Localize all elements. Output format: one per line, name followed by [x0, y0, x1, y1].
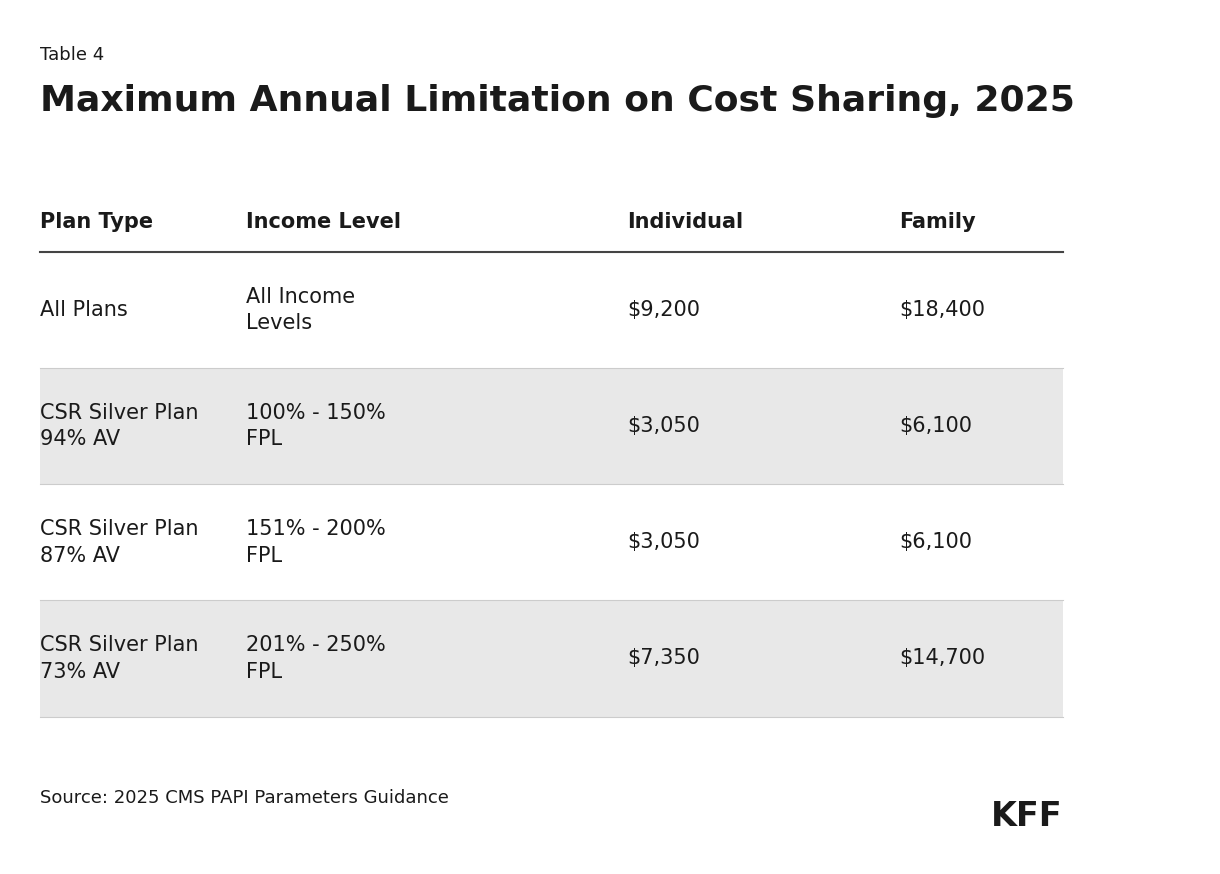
Text: Income Level: Income Level: [246, 212, 401, 232]
Text: $14,700: $14,700: [899, 649, 986, 669]
Text: 151% - 200%
FPL: 151% - 200% FPL: [246, 519, 387, 565]
FancyBboxPatch shape: [39, 252, 1063, 368]
Text: All Income
Levels: All Income Levels: [246, 287, 355, 333]
Text: KFF: KFF: [991, 800, 1063, 833]
Text: Maximum Annual Limitation on Cost Sharing, 2025: Maximum Annual Limitation on Cost Sharin…: [39, 85, 1075, 118]
Text: Family: Family: [899, 212, 976, 232]
Text: 201% - 250%
FPL: 201% - 250% FPL: [246, 635, 387, 682]
Text: Plan Type: Plan Type: [39, 212, 152, 232]
Text: CSR Silver Plan
94% AV: CSR Silver Plan 94% AV: [39, 403, 198, 449]
Text: CSR Silver Plan
87% AV: CSR Silver Plan 87% AV: [39, 519, 198, 565]
Text: Table 4: Table 4: [39, 45, 104, 64]
Text: $6,100: $6,100: [899, 416, 972, 436]
Text: $7,350: $7,350: [627, 649, 700, 669]
Text: CSR Silver Plan
73% AV: CSR Silver Plan 73% AV: [39, 635, 198, 682]
Text: $18,400: $18,400: [899, 300, 986, 320]
Text: Source: 2025 CMS PAPI Parameters Guidance: Source: 2025 CMS PAPI Parameters Guidanc…: [39, 789, 449, 807]
Text: $6,100: $6,100: [899, 532, 972, 552]
FancyBboxPatch shape: [39, 600, 1063, 717]
Text: 100% - 150%
FPL: 100% - 150% FPL: [246, 403, 387, 449]
Text: $9,200: $9,200: [627, 300, 700, 320]
Text: Individual: Individual: [627, 212, 743, 232]
Text: $3,050: $3,050: [627, 532, 700, 552]
Text: $3,050: $3,050: [627, 416, 700, 436]
Text: All Plans: All Plans: [39, 300, 127, 320]
FancyBboxPatch shape: [39, 484, 1063, 600]
FancyBboxPatch shape: [39, 368, 1063, 484]
